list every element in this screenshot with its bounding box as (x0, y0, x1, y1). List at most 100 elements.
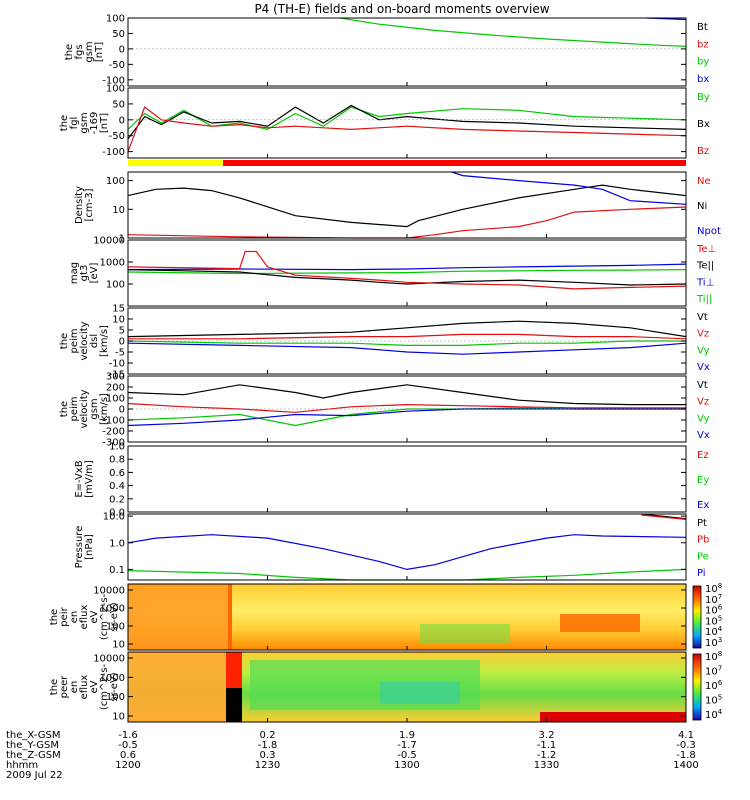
heatmap-hot-region (128, 584, 228, 650)
series-ne-line (127, 206, 687, 239)
y-tick-label: -10 (109, 359, 125, 370)
series-vz-line (127, 402, 686, 413)
heatmap-hot-blob (560, 614, 640, 632)
footer-value: 0.3 (260, 750, 276, 761)
y-axis-label: peim (69, 328, 80, 353)
series-by-line (339, 17, 687, 47)
colorbar-tick-label: 108 (705, 650, 722, 663)
panel-efield: 1.0 0.8 0.6 0.4 0.2 0.0 E=-VxB [mV/m] Ez Ey Ex (74, 442, 709, 519)
footer-value: 3.2 (539, 730, 555, 741)
legend-vy: Vy (697, 413, 710, 424)
series-vt-line (127, 320, 687, 338)
legend-pt: Pt (697, 518, 707, 529)
footer-date: 2009 Jul 22 (6, 770, 63, 781)
panel-frame (127, 445, 687, 513)
y-axis-label: gsm (89, 398, 100, 419)
legend-by: By (697, 92, 710, 103)
series-pi-line (127, 534, 687, 571)
y-tick-label: -200 (102, 427, 125, 438)
series-bz-line (127, 106, 687, 152)
y-axis-label: the (64, 44, 75, 60)
footer-value: -0.3 (676, 740, 696, 751)
panel-temp: 10000 1000 100 mag gt3 [eV] Te⊥ Te|| Ti⊥ Ti|| (69, 236, 716, 307)
legend-ti: Ti⊥ (696, 277, 714, 288)
colorbar-tick-label: 107 (705, 665, 722, 678)
panel-pressure: 10.0 1.0 0.1 Pressure [nPa] Pt Pb Pe Pi (74, 512, 709, 581)
colorbar-tick-label: 105 (705, 694, 722, 707)
series-ni-line (127, 184, 687, 228)
y-axis-label: gt3 (79, 265, 90, 282)
legend-vx: Vx (697, 430, 710, 441)
y-tick-label: 0 (119, 115, 125, 126)
y-axis-label: [km/s] (99, 325, 110, 357)
footer-value: -0.5 (397, 750, 417, 761)
legend-bx: bx (697, 74, 709, 85)
y-tick-label: 10 (112, 712, 125, 723)
y-axis-label: (cm^2-s- (99, 663, 110, 710)
y-tick-label: 300 (106, 372, 125, 383)
y-tick-label: 50 (112, 29, 125, 40)
colorbar-tick-exponent: 4 (718, 625, 723, 633)
y-axis-label: Density (74, 186, 85, 224)
legend-ez: Ez (697, 450, 709, 461)
footer-value: -1.8 (676, 750, 696, 761)
y-tick-label: 1000 (100, 604, 125, 615)
y-tick-label: 10 (112, 315, 125, 326)
y-axis-label: en (69, 681, 80, 694)
colorbar-tick-label: 103 (705, 636, 722, 649)
footer-value: -1.1 (537, 740, 557, 751)
footer-row-label: the_Y-GSM (6, 740, 59, 751)
legend-vt: Vt (697, 380, 708, 391)
colorbar-tick-exponent: 3 (718, 636, 722, 644)
y-axis-label: Pressure (74, 526, 85, 569)
legend-bx: Bx (697, 119, 710, 130)
y-axis-label: velocity (79, 389, 90, 428)
colorbar (692, 585, 702, 649)
y-axis-label: mag (69, 262, 80, 284)
heatmap-red-band (540, 712, 686, 722)
y-axis-label: [eV] (89, 263, 100, 284)
y-tick-label: 100 (106, 394, 125, 405)
series-ti-line (127, 269, 687, 275)
y-tick-label: 10000 (93, 236, 125, 247)
series-vx-line (127, 342, 687, 355)
y-axis-label: the (49, 679, 60, 695)
series-npot-line (451, 171, 687, 205)
heatmap-gap (228, 584, 232, 650)
series-vy-line (127, 340, 686, 346)
y-tick-label: 50 (112, 99, 125, 110)
colorbar-tick-exponent: 6 (718, 679, 723, 687)
y-axis-label: fgs (74, 44, 85, 59)
legend-pb: Pb (697, 535, 709, 546)
y-axis-label: gsm (84, 41, 95, 62)
attitude-bar (128, 160, 686, 166)
y-tick-label: 5 (119, 326, 125, 337)
y-tick-label: 10 (112, 640, 125, 651)
series-te-line (127, 250, 687, 290)
y-axis-label: E=-VxB (74, 460, 85, 497)
y-tick-label: 0.6 (109, 468, 125, 479)
panel-frame (127, 513, 687, 581)
legend-ti: Ti|| (696, 294, 712, 305)
colorbar-tick-exponent: 6 (718, 604, 723, 612)
series-vz-line (128, 333, 687, 340)
y-axis-label: sr-eV) (109, 672, 120, 701)
y-axis-label: gsm (79, 112, 90, 133)
legend-bz: bz (697, 39, 709, 50)
y-axis-label: [nT] (94, 42, 105, 62)
y-tick-label: 100 (106, 14, 125, 25)
y-axis-label: velocity (79, 321, 90, 360)
y-axis-label: -169 (89, 112, 100, 135)
series-vt-line (127, 384, 686, 406)
y-tick-label: 10000 (93, 654, 125, 665)
y-axis-label: eV (89, 680, 100, 693)
colorbar-tick-label: 106 (705, 679, 723, 692)
panel-frame (127, 171, 687, 239)
y-tick-label: 0.4 (109, 481, 125, 492)
y-tick-label: 100 (106, 176, 125, 187)
